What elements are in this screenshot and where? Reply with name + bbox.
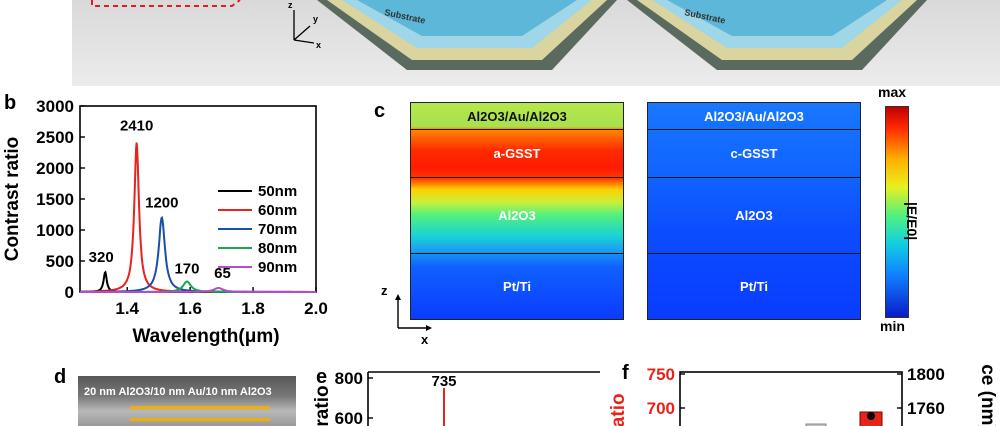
peak-label: 170: [174, 260, 199, 277]
panel-label-e: e: [316, 366, 328, 388]
axis-z-label: z: [288, 0, 293, 10]
axes-icon: [293, 10, 315, 44]
y-tick-label: 1000: [36, 221, 74, 240]
y-tick-label: 2000: [36, 159, 74, 178]
plot-frame: [679, 371, 903, 426]
data-point: [867, 412, 875, 420]
layer-ptti-crystalline: Pt/Ti: [740, 278, 768, 294]
y-axis-title-right: ce (nm): [977, 364, 998, 426]
y-tick-label: 2500: [36, 128, 74, 147]
panel-a-strip: Substrate Substrate z x y: [72, 0, 1000, 86]
sem-layer-marker: [130, 418, 270, 421]
dashed-callout: [91, 0, 241, 7]
y-tick-label: 3000: [36, 97, 74, 116]
colorbar: [885, 106, 909, 318]
peak-label: 735: [431, 373, 456, 390]
field-map-crystalline: Al2O3/Au/Al2O3 c-GSST Al2O3 Pt/Ti: [647, 102, 861, 320]
layer-boundary: [648, 129, 860, 130]
field-axis-x: x: [421, 332, 429, 347]
colorbar-min-label: min: [880, 318, 905, 334]
x-tick-label: 1.8: [241, 299, 265, 318]
panel-label-b: b: [4, 92, 17, 114]
y-tick-label: 500: [46, 252, 74, 271]
field-map-amorphous: Al2O3/Au/Al2O3 a-GSST Al2O3 Pt/Ti: [410, 102, 624, 320]
layer-boundary: [648, 177, 860, 178]
contrast-ratio-chart: 0 500 1000 1500 2000 2500 3000 1.4 1.6 1.8 2.0 Wave…: [2, 97, 328, 347]
panel-label-f: f: [622, 362, 629, 384]
field-axes-icon: [395, 294, 432, 331]
layer-al2o3-crystalline: Al2O3: [735, 207, 773, 223]
device-left: [317, 0, 617, 70]
y-tick-label: 600: [335, 409, 363, 426]
layer-top-crystalline: Al2O3/Au/Al2O3: [704, 108, 804, 124]
x-axis-title: Wavelength(μm): [132, 326, 279, 347]
legend-label: 80nm: [258, 240, 297, 257]
layer-top-amorphous: Al2O3/Au/Al2O3: [467, 108, 567, 124]
y-tick-label-left: 700: [647, 399, 675, 418]
legend-label: 70nm: [258, 221, 297, 238]
axis-x-label: x: [316, 40, 321, 50]
y-axis-title: ratio: [312, 385, 333, 426]
panel-label-c: c: [374, 100, 386, 122]
panel-a-illustration: Substrate Substrate z x y: [72, 0, 1000, 86]
layer-gsst-amorphous: a-GSST: [493, 145, 541, 161]
y-axis-title: Contrast ratio: [2, 137, 23, 262]
peak-label: 320: [89, 249, 114, 266]
y-tick-label-right: 1800: [907, 365, 945, 384]
layer-boundary: [411, 129, 623, 130]
sem-image: 20 nm Al2O3/10 nm Au/10 nm Al2O3: [78, 376, 296, 426]
axis-y-label: y: [313, 14, 318, 24]
panel-label-d: d: [54, 366, 67, 388]
x-tick-label: 2.0: [304, 299, 328, 318]
peak-label: 1200: [145, 195, 178, 212]
layer-al2o3-amorphous: Al2O3: [498, 207, 536, 223]
legend-label: 90nm: [258, 259, 297, 276]
colorbar-title: |E/E0|: [904, 202, 920, 241]
y-tick-label: 0: [65, 283, 74, 302]
y-tick-label: 800: [335, 369, 363, 388]
y-tick-label-right: 1760: [907, 399, 945, 418]
y-tick-label: 1500: [36, 190, 74, 209]
x-tick-label: 1.4: [115, 299, 139, 318]
field-axis-z: z: [381, 283, 388, 298]
x-tick-label: 1.6: [178, 299, 202, 318]
y-axis-title-left: ratio: [610, 393, 629, 426]
sem-layer-marker: [130, 406, 270, 409]
colorbar-max-label: max: [878, 84, 907, 100]
bar: [805, 423, 827, 426]
series-line-90nm: [80, 287, 316, 293]
legend-label: 60nm: [258, 202, 297, 219]
layer-ptti-amorphous: Pt/Ti: [503, 278, 531, 294]
peak-label: 65: [214, 265, 231, 282]
layer-gsst-crystalline: c-GSST: [730, 145, 778, 161]
device-right: [627, 0, 927, 70]
panel-f-chart: 750 700 1800 1760 ratio ce (nm): [610, 364, 998, 426]
layer-boundary: [411, 177, 623, 178]
legend-label: 50nm: [258, 183, 297, 200]
peak-label: 2410: [120, 118, 153, 135]
layer-boundary: [648, 253, 860, 254]
layer-boundary: [411, 253, 623, 254]
sem-caption: 20 nm Al2O3/10 nm Au/10 nm Al2O3: [84, 386, 272, 398]
y-tick-label-left: 750: [647, 365, 675, 384]
